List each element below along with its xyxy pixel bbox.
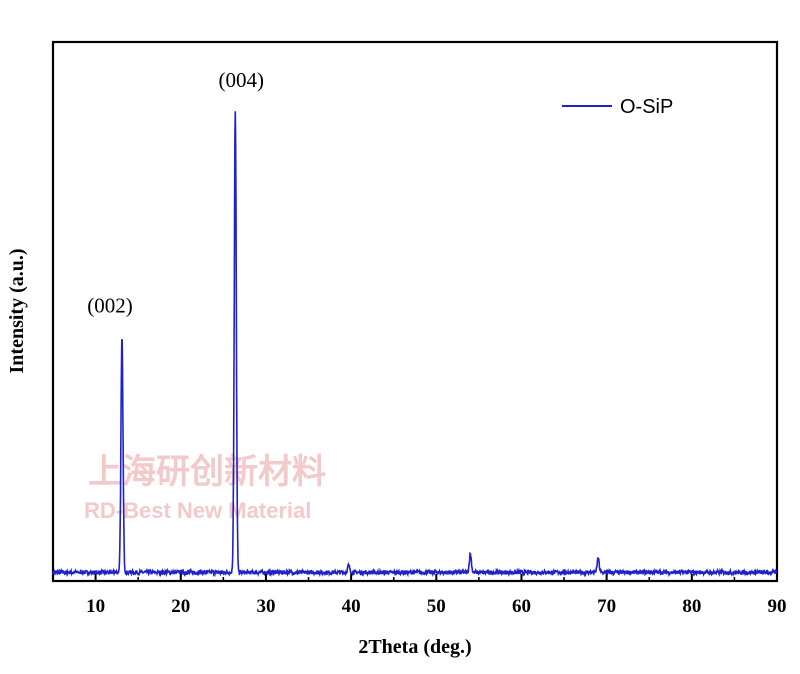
peak-label: (002) xyxy=(87,293,133,317)
x-tick-label: 90 xyxy=(768,596,787,617)
plot-frame xyxy=(51,40,779,583)
x-axis-ticks: 10 20 30 40 50 60 70 80 90 xyxy=(52,574,787,617)
x-axis-label: 2Theta (deg.) xyxy=(358,636,471,658)
y-axis-label: Intensity (a.u.) xyxy=(6,248,28,373)
x-tick-label: 60 xyxy=(512,596,531,617)
legend: O-SiP xyxy=(562,96,673,118)
x-tick-label: 70 xyxy=(597,596,616,617)
legend-label-o-sip: O-SiP xyxy=(620,96,673,118)
x-tick-label: 30 xyxy=(256,596,275,617)
watermark-english: RD-Best New Material xyxy=(84,498,311,523)
x-tick-label: 50 xyxy=(427,596,446,617)
x-tick-label: 40 xyxy=(342,596,361,617)
x-tick-label: 80 xyxy=(682,596,701,617)
peak-labels: (002) (004) xyxy=(87,68,264,317)
x-tick-label: 20 xyxy=(171,596,190,617)
peak-label: (004) xyxy=(219,68,265,92)
watermark: 上海研创新材料 RD-Best New Material xyxy=(84,452,326,523)
series-line-o-sip xyxy=(52,111,778,578)
x-tick-label: 10 xyxy=(86,596,105,617)
watermark-chinese: 上海研创新材料 xyxy=(88,452,326,492)
